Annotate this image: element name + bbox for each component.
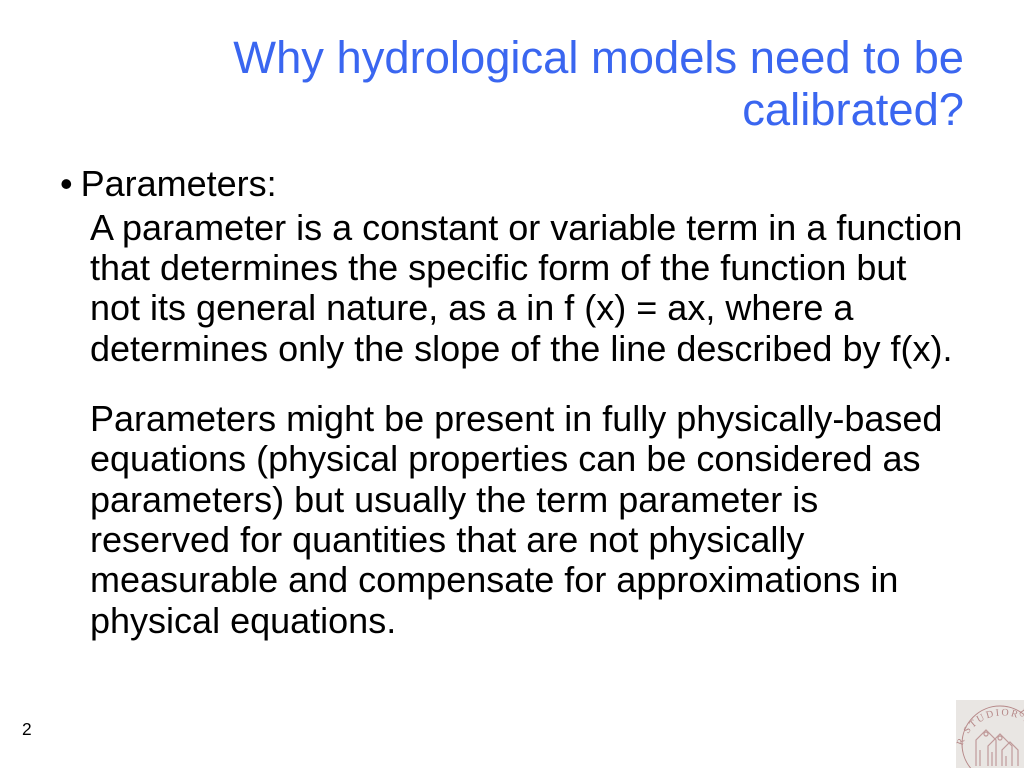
slide-body: • Parameters: A parameter is a constant … [60, 164, 964, 641]
bullet-item: • Parameters: [60, 164, 964, 204]
paragraph-1: A parameter is a constant or variable te… [60, 208, 964, 369]
slide: Why hydrological models need to be calib… [0, 0, 1024, 768]
page-number: 2 [22, 719, 32, 740]
bullet-label: Parameters: [81, 164, 277, 204]
title-line-2: calibrated? [220, 84, 964, 136]
university-seal-icon: R STUDIOR UM [956, 700, 1024, 768]
slide-title: Why hydrological models need to be calib… [60, 32, 964, 136]
bullet-marker: • [60, 164, 81, 204]
title-line-1: Why hydrological models need to be [220, 32, 964, 84]
paragraph-2: Parameters might be present in fully phy… [60, 399, 964, 641]
